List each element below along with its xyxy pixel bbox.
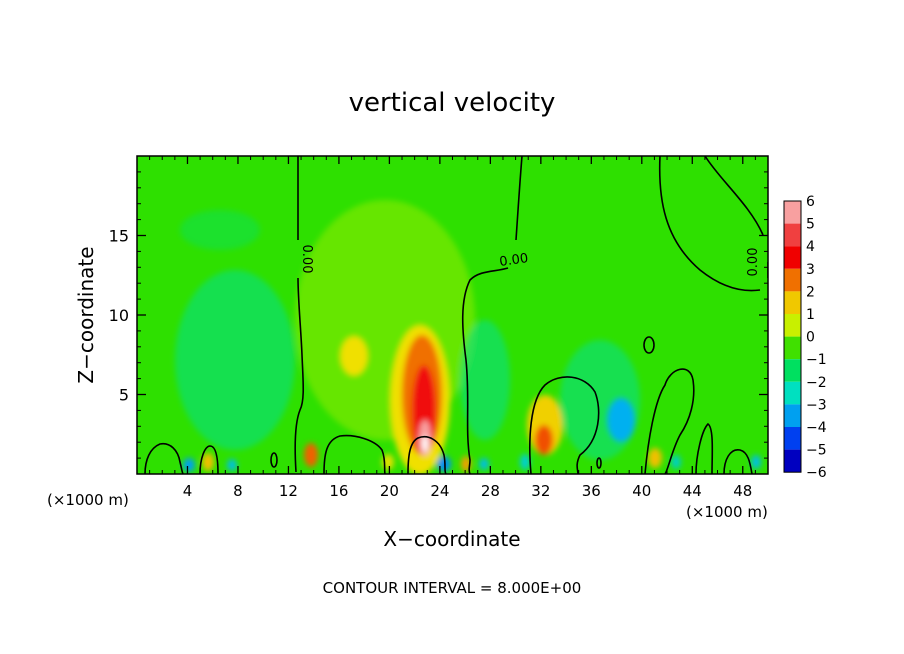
colorbar-label: 3 bbox=[806, 262, 815, 278]
downdraft-cell bbox=[671, 455, 681, 469]
zero-contour-line bbox=[723, 449, 753, 474]
x-unit-right: (×1000 m) bbox=[686, 503, 768, 521]
plot-area: 0.00 0.00 0.00 bbox=[137, 156, 768, 474]
x-tick-label: 48 bbox=[733, 482, 752, 500]
colorbar-swatch bbox=[784, 404, 801, 427]
colorbar-label: 4 bbox=[806, 239, 815, 255]
zero-contour-line bbox=[144, 442, 184, 474]
x-axis: 4 8 12 16 20 24 28 32 36 40 44 48 bbox=[149, 156, 756, 500]
downdraft-cell bbox=[751, 455, 761, 469]
x-tick-label: 16 bbox=[329, 482, 348, 500]
zero-contour-line bbox=[294, 156, 305, 473]
updraft-secondary bbox=[304, 443, 318, 467]
updraft-secondary bbox=[648, 448, 662, 468]
contour-interval-note: CONTOUR INTERVAL = 8.000E+00 bbox=[323, 579, 582, 597]
colorbar-label: −3 bbox=[806, 397, 827, 413]
y-tick-label: 15 bbox=[109, 227, 129, 246]
x-tick-label: 44 bbox=[683, 482, 702, 500]
updraft-secondary bbox=[340, 336, 368, 376]
zero-contour-line bbox=[596, 457, 602, 469]
contour-label: 0.00 bbox=[299, 245, 314, 274]
colorbar-frame bbox=[783, 200, 802, 473]
colorbar-swatch bbox=[784, 223, 801, 247]
updraft-core-max bbox=[422, 436, 428, 452]
colorbar-swatch bbox=[784, 268, 801, 292]
colorbar-label: −2 bbox=[806, 375, 827, 391]
x-tick-label: 8 bbox=[233, 482, 243, 500]
colorbar-label: 1 bbox=[806, 307, 815, 323]
y-axis: 5 10 15 bbox=[109, 171, 768, 459]
downdraft-cell bbox=[520, 454, 530, 470]
colorbar-label: 0 bbox=[806, 330, 815, 346]
x-tick-label: 36 bbox=[582, 482, 601, 500]
colorbar-label: 5 bbox=[806, 217, 815, 233]
colorbar-swatch bbox=[784, 336, 801, 360]
downdraft-cell bbox=[479, 458, 489, 470]
colorbar-swatch bbox=[784, 246, 801, 269]
colorbar-label: −4 bbox=[806, 420, 827, 436]
updraft-secondary bbox=[535, 425, 553, 455]
zero-contour-line bbox=[270, 452, 278, 468]
x-tick-label: 24 bbox=[430, 482, 449, 500]
colorbar-label: −1 bbox=[806, 352, 827, 368]
weak-downdraft-region bbox=[175, 270, 295, 450]
x-tick-label: 28 bbox=[481, 482, 500, 500]
zero-contour-line bbox=[644, 368, 695, 474]
y-axis-title: Z−coordinate bbox=[74, 246, 98, 383]
x-tick-label: 4 bbox=[183, 482, 193, 500]
colorbar-swatch bbox=[784, 449, 801, 473]
zero-contours bbox=[144, 156, 768, 474]
zero-contour-line bbox=[704, 156, 764, 236]
weak-downdraft-region bbox=[460, 320, 510, 440]
x-tick-label: 20 bbox=[380, 482, 399, 500]
zero-contour-line bbox=[695, 422, 714, 474]
colorbar-swatch bbox=[784, 359, 801, 382]
colorbar-label: 2 bbox=[806, 284, 815, 300]
zero-contour-line bbox=[643, 336, 655, 354]
downdraft-cell bbox=[227, 459, 237, 471]
colorbar-swatch bbox=[784, 314, 801, 337]
zero-contour-line bbox=[461, 156, 523, 474]
updraft-secondary bbox=[202, 453, 214, 471]
downdraft-cell bbox=[183, 458, 195, 472]
contour-label: 0.00 bbox=[746, 248, 761, 277]
colorbar-label: 6 bbox=[806, 194, 815, 210]
colorbar-label: −6 bbox=[806, 465, 827, 481]
y-tick-label: 10 bbox=[109, 306, 129, 325]
x-axis-title: X−coordinate bbox=[383, 527, 520, 551]
y-tick-label: 5 bbox=[119, 386, 129, 405]
weak-downdraft-region bbox=[180, 210, 260, 250]
chart-title: vertical velocity bbox=[349, 88, 556, 118]
colorbar-label: −5 bbox=[806, 443, 827, 459]
x-tick-label: 40 bbox=[632, 482, 651, 500]
velocity-field bbox=[175, 200, 761, 474]
zero-contour-line bbox=[658, 156, 768, 292]
x-unit-left: (×1000 m) bbox=[47, 491, 129, 509]
zero-contour-line bbox=[529, 376, 600, 474]
colorbar-swatch bbox=[784, 427, 801, 450]
zero-contour-line bbox=[323, 434, 386, 474]
colorbar-swatch bbox=[784, 381, 801, 405]
downdraft-cell bbox=[607, 398, 635, 442]
contour-label: 0.00 bbox=[498, 251, 529, 270]
colorbar: 6 5 4 3 2 1 0 −1 −2 −3 −4 −5 −6 bbox=[783, 194, 827, 481]
x-tick-label: 32 bbox=[531, 482, 550, 500]
zero-contour-line bbox=[407, 436, 447, 474]
weak-downdraft-region bbox=[560, 340, 640, 460]
zero-contour-line bbox=[199, 445, 219, 474]
colorbar-swatch bbox=[784, 291, 801, 314]
x-tick-label: 12 bbox=[279, 482, 298, 500]
colorbar-swatch bbox=[784, 201, 801, 224]
